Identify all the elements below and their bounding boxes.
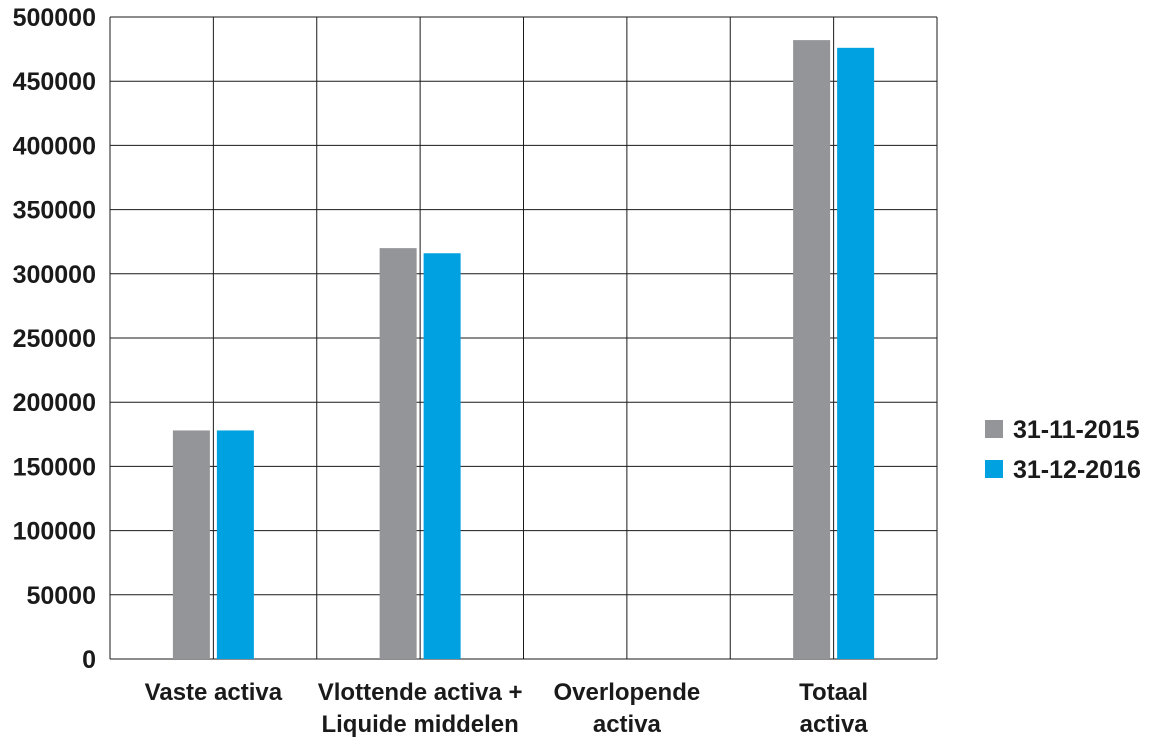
x-category-label: Overlopende activa	[554, 679, 701, 738]
y-axis-ticks: 0 50000 100000 150000 200000 250000 300000 3500…	[13, 4, 96, 674]
bars-layer	[172, 40, 875, 660]
x-category-label-line: activa	[800, 711, 869, 738]
y-tick-label: 500000	[13, 4, 96, 32]
y-tick-label: 250000	[13, 325, 96, 353]
legend-label: 31-11-2015	[1013, 416, 1140, 444]
y-tick-label: 50000	[26, 582, 96, 610]
x-category-label: Vlottende activa + Liquide middelen	[318, 679, 523, 738]
bar-series-1	[172, 430, 210, 659]
y-tick-label: 300000	[13, 261, 96, 289]
legend-swatch	[985, 460, 1003, 478]
bar-series-2	[423, 253, 461, 660]
x-category-label-line: Totaal	[799, 679, 868, 706]
x-category-label: Vaste activa	[145, 679, 283, 706]
bar-series-2	[216, 430, 254, 659]
y-tick-label: 100000	[13, 518, 96, 546]
bar-series-1	[793, 40, 831, 659]
x-category-label-line: Vaste activa	[145, 679, 283, 706]
y-tick-label: 150000	[13, 453, 96, 481]
legend-label: 31-12-2016	[1013, 456, 1141, 484]
x-category-label-line: Vlottende activa +	[318, 679, 523, 706]
y-tick-label: 350000	[13, 197, 96, 225]
bar-series-1	[379, 248, 417, 659]
x-category-label: Totaal activa	[799, 679, 868, 738]
y-tick-label: 400000	[13, 132, 96, 160]
x-axis-categories: Vaste activa Vlottende activa + Liquide mi…	[145, 679, 869, 738]
bar-series-2	[837, 47, 875, 660]
y-tick-label: 0	[82, 646, 96, 674]
legend: 31-11-2015 31-12-2016	[985, 416, 1141, 484]
x-category-label-line: Overlopende	[554, 679, 701, 706]
x-category-label-line: Liquide middelen	[321, 711, 518, 738]
grid-layer	[109, 16, 938, 660]
y-tick-label: 450000	[13, 68, 96, 96]
legend-swatch	[985, 420, 1003, 438]
x-category-label-line: activa	[593, 711, 662, 738]
y-tick-label: 200000	[13, 389, 96, 417]
